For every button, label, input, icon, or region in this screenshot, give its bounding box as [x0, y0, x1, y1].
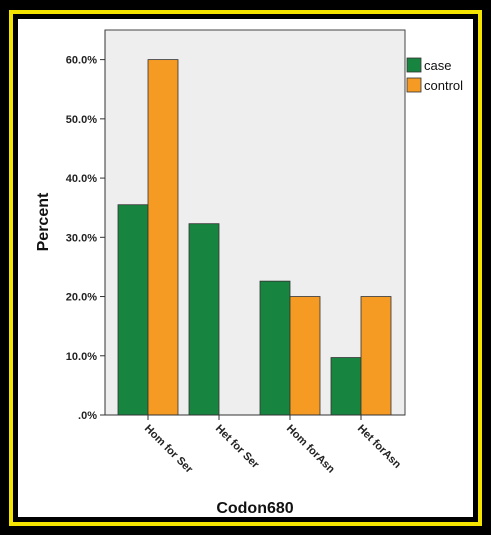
y-tick-label: 10.0% [66, 351, 97, 363]
y-tick-label: .0% [78, 410, 97, 422]
bars-group [117, 59, 392, 416]
legend-label-case: case [424, 58, 451, 73]
x-axis-title: Codon680 [216, 500, 293, 517]
x-tick-label: Het for Ser [213, 423, 262, 472]
legend-swatch-case [406, 57, 422, 73]
bar-case-3 [330, 357, 362, 416]
x-axis-ticks: Hom for Ser Het for Ser Hom forAsn Het forA… [142, 415, 403, 476]
legend-swatch-control [406, 77, 422, 93]
y-tick-label: 40.0% [66, 173, 97, 185]
bar-control-3 [360, 296, 392, 416]
y-tick-label: 30.0% [66, 232, 97, 244]
bar-control-0 [147, 59, 179, 416]
bar-case-1 [188, 223, 220, 416]
x-tick-label: Hom forAsn [284, 423, 337, 476]
legend: case control [406, 57, 463, 93]
legend-label-control: control [424, 78, 463, 93]
y-tick-label: 60.0% [66, 55, 97, 67]
y-axis-title: Percent [35, 192, 52, 251]
y-axis-ticks: .0% 10.0% 20.0% 30.0% 40.0% 50.0% 60.0% [66, 55, 105, 422]
bar-case-2 [259, 280, 291, 416]
y-tick-label: 50.0% [66, 114, 97, 126]
x-tick-label: Het forAsn [355, 423, 403, 471]
y-tick-label: 20.0% [66, 292, 97, 304]
x-tick-label: Hom for Ser [142, 423, 196, 477]
bar-case-0 [117, 204, 149, 416]
bar-control-2 [289, 296, 321, 416]
